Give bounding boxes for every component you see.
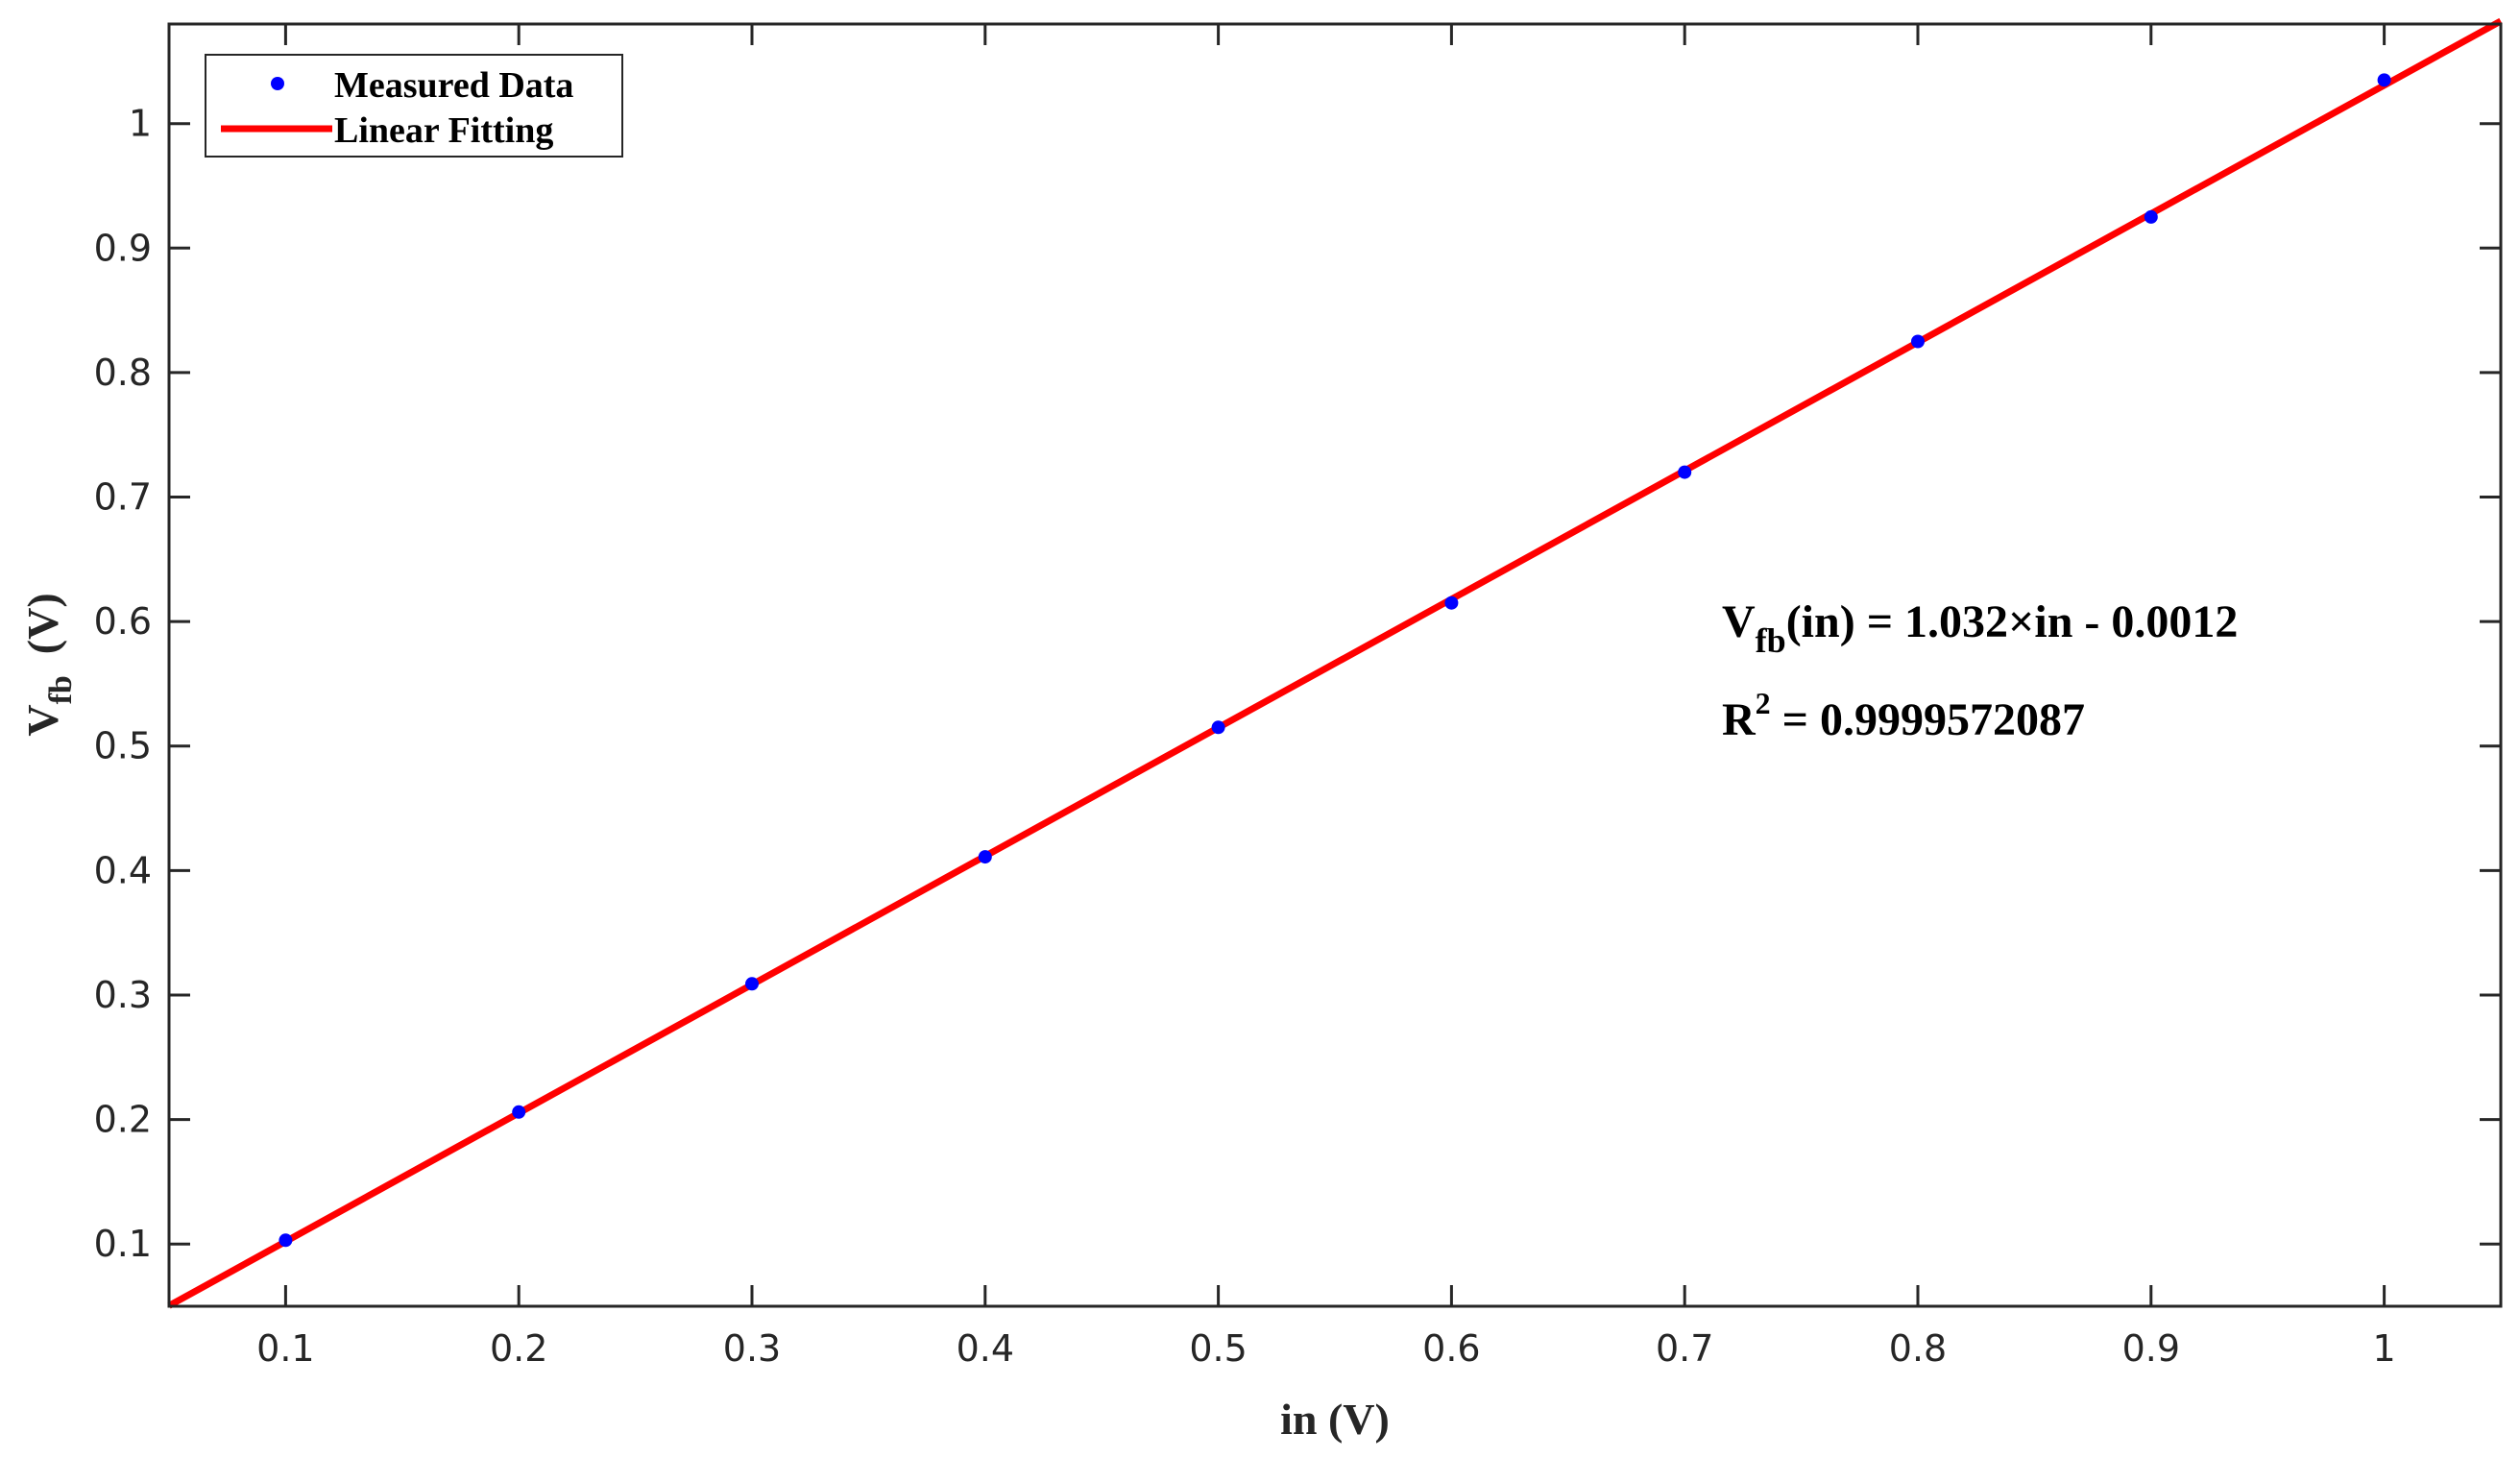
data-point	[1678, 465, 1692, 479]
data-point	[745, 977, 759, 991]
legend-label-fit: Linear Fitting	[334, 110, 553, 151]
equation-lhs-sub: fb	[1756, 621, 1786, 660]
fit-line	[167, 17, 2503, 1309]
data-point	[512, 1105, 526, 1119]
y-tick-label: 0.5	[94, 725, 152, 767]
y-tick-label: 0.6	[94, 600, 152, 643]
y-tick-label: 0.9	[94, 227, 152, 269]
x-tick-label: 0.9	[2122, 1327, 2180, 1370]
legend-box	[205, 54, 623, 158]
svg-text:Vfb(V): Vfb (V)	[18, 593, 79, 736]
data-point	[978, 850, 992, 864]
equation-rhs: (in) = 1.032×in - 0.0012	[1786, 596, 2239, 647]
x-tick-label: 0.3	[723, 1327, 781, 1370]
data-point	[2377, 73, 2391, 87]
x-tick-label: 0.6	[1422, 1327, 1480, 1370]
x-tick-label: 0.2	[490, 1327, 547, 1370]
y-tick-label: 0.8	[94, 352, 152, 394]
y-tick-label: 0.7	[94, 476, 152, 519]
equation-lhs-main: V	[1722, 596, 1756, 647]
y-tick-label: 0.1	[94, 1223, 152, 1265]
y-axis-title-sub: fb	[43, 675, 79, 704]
axes-box	[167, 22, 2503, 1308]
data-point	[1211, 720, 1225, 735]
legend: Measured Data Linear Fitting	[205, 54, 623, 158]
y-tick-label: 0.4	[94, 849, 152, 891]
y-tick-label: 0.3	[94, 974, 152, 1016]
data-point	[279, 1233, 293, 1248]
y-tick-label: 1	[129, 103, 152, 145]
data-point	[1911, 334, 1925, 349]
legend-label-measured: Measured Data	[334, 65, 573, 106]
x-tick-label: 0.8	[1889, 1327, 1947, 1370]
data-point	[2144, 209, 2158, 224]
y-axis-title-unit: (V)	[18, 593, 67, 654]
x-axis-title: in (V)	[1280, 1395, 1390, 1444]
y-axis-title-main: V	[18, 704, 67, 736]
data-point	[1444, 595, 1459, 610]
r-squared-value: = 0.9999572087	[1771, 694, 2085, 745]
x-tick-label: 1	[2373, 1327, 2396, 1370]
r-squared: R2 = 0.9999572087	[1722, 686, 2085, 745]
r-squared-main: R	[1722, 694, 1757, 745]
x-tick-label: 0.4	[957, 1327, 1014, 1370]
x-tick-label: 0.7	[1656, 1327, 1713, 1370]
y-tick-label: 0.2	[94, 1099, 152, 1141]
y-axis-ticks: 0.1 0.2 0.3 0.4 0.5 0.6 0.7 0.8 0.9 1	[94, 103, 2501, 1265]
fit-equation: Vfb(in) = 1.032×in - 0.0012	[1722, 596, 2238, 660]
y-axis-title: Vfb (V)	[18, 593, 79, 736]
fit-line-layer	[167, 17, 2503, 1309]
r-squared-sup: 2	[1756, 686, 1771, 720]
x-tick-label: 0.5	[1189, 1327, 1247, 1370]
data-points-layer	[279, 73, 2391, 1248]
x-tick-label: 0.1	[256, 1327, 314, 1370]
x-axis-ticks: 0.1 0.2 0.3 0.4 0.5 0.6 0.7 0.8 0.9 1	[256, 24, 2396, 1370]
legend-marker-measured	[271, 77, 284, 90]
